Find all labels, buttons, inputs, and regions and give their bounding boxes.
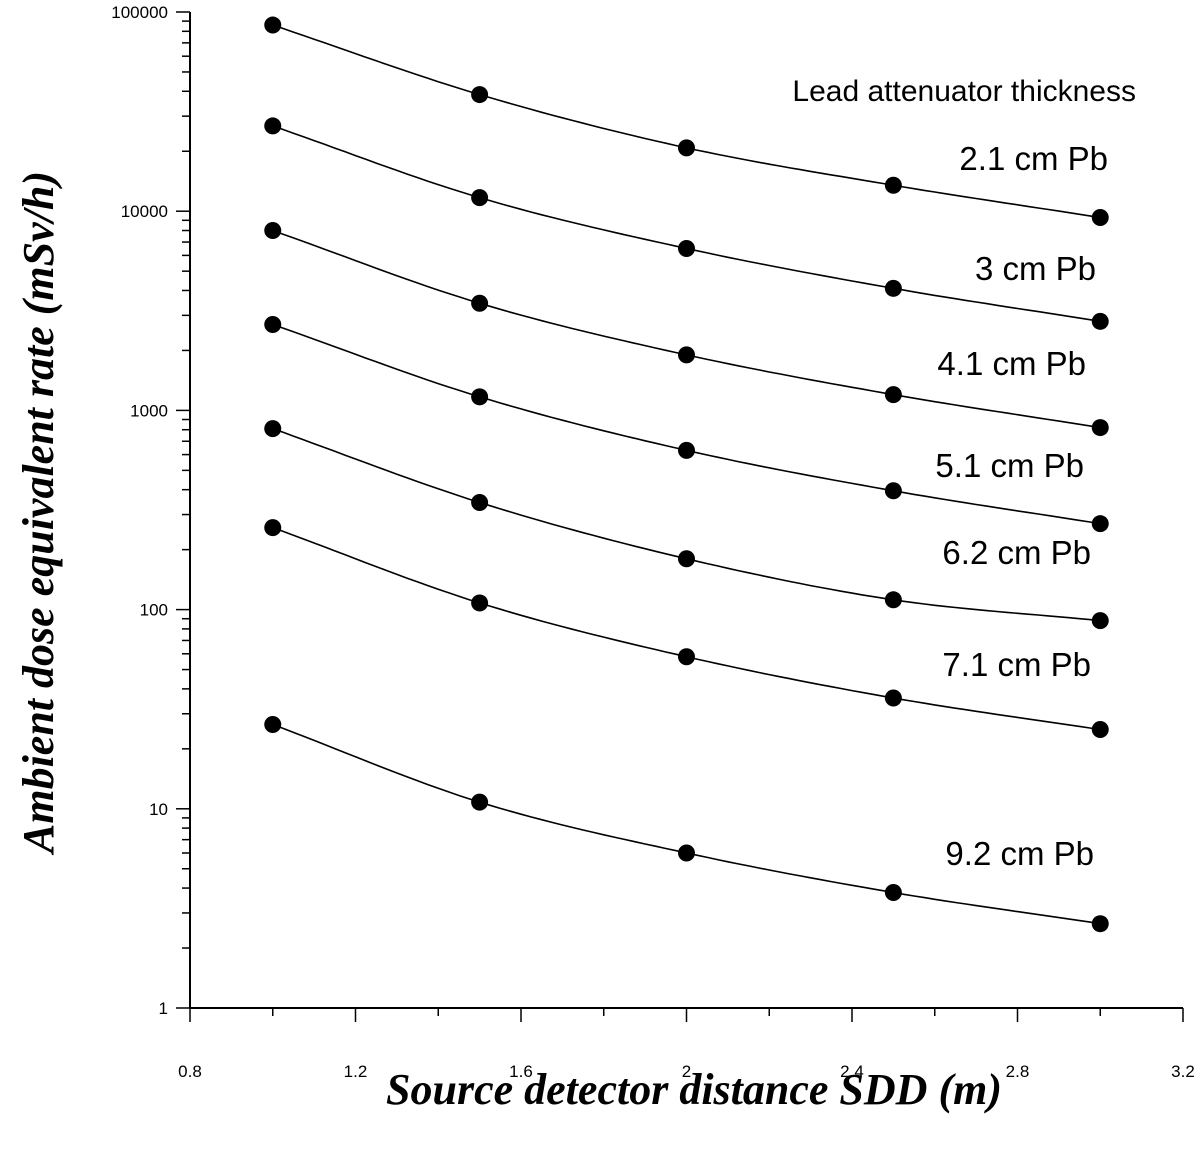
data-point	[264, 117, 282, 135]
data-point	[264, 16, 282, 34]
data-point	[884, 884, 902, 902]
x-tick-label: 2.4	[840, 1062, 864, 1081]
x-tick-label: 1.6	[509, 1062, 533, 1081]
data-point	[264, 420, 282, 438]
data-point	[1091, 208, 1109, 226]
data-point	[1091, 915, 1109, 933]
data-point	[264, 315, 282, 333]
y-tick-label: 100000	[111, 3, 168, 22]
data-point	[884, 386, 902, 404]
series-label: 2.1 cm Pb	[959, 140, 1108, 177]
data-point	[678, 139, 695, 157]
data-point	[678, 648, 695, 666]
axes: 1 10 100 1000 10000 100000 0.8 1.2 1.6 2 2.4 2.8 3.2	[111, 3, 1195, 1081]
series-label: 5.1 cm Pb	[935, 447, 1084, 484]
y-tick-label: 1	[159, 999, 168, 1018]
y-tick-label: 1000	[130, 401, 168, 420]
data-point	[471, 189, 489, 207]
data-point	[884, 689, 902, 707]
data-point	[1091, 515, 1109, 533]
series-label: 7.1 cm Pb	[942, 646, 1091, 683]
y-tick-label: 10	[149, 800, 168, 819]
x-tick-label: 1.2	[344, 1062, 368, 1081]
x-tick-label: 2	[682, 1062, 691, 1081]
data-point	[884, 482, 902, 500]
series-lines	[264, 16, 1109, 933]
data-point	[884, 279, 902, 297]
data-point	[264, 715, 282, 733]
data-point	[471, 86, 489, 104]
legend-title-annotation: Lead attenuator thickness	[792, 75, 1136, 108]
x-axis-title: Source detector distance SDD (m)	[386, 1065, 1002, 1114]
data-point	[471, 294, 489, 312]
data-point	[678, 550, 695, 568]
data-point	[1091, 721, 1109, 739]
data-point	[1091, 612, 1109, 630]
y-tick-label: 100	[140, 601, 168, 620]
series-line-1	[272, 24, 1101, 219]
y-tick-label: 10000	[121, 202, 168, 221]
x-tick-label: 0.8	[178, 1062, 202, 1081]
series-label: 6.2 cm Pb	[942, 534, 1091, 571]
series-line-7	[272, 723, 1101, 925]
data-point	[264, 519, 282, 537]
y-axis-title: Ambient dose equivalent rate (mSv/h)	[14, 171, 63, 856]
data-point	[678, 239, 695, 257]
data-point	[471, 493, 489, 511]
data-point	[678, 346, 695, 364]
data-point	[471, 793, 489, 811]
series-label: 4.1 cm Pb	[937, 345, 1086, 382]
data-point	[471, 388, 489, 406]
data-point	[1091, 419, 1109, 437]
data-point	[264, 222, 282, 240]
data-point	[678, 844, 695, 862]
x-tick-label: 3.2	[1171, 1062, 1195, 1081]
x-tick-label: 2.8	[1006, 1062, 1030, 1081]
data-point	[471, 594, 489, 612]
series-label: 3 cm Pb	[975, 250, 1096, 287]
series-labels: 2.1 cm Pb 3 cm Pb 4.1 cm Pb 5.1 cm Pb 6.2 cm…	[935, 140, 1108, 872]
data-point	[884, 176, 902, 194]
series-label: 9.2 cm Pb	[945, 835, 1094, 872]
data-point	[884, 591, 902, 609]
data-point	[678, 441, 695, 459]
data-point	[1091, 312, 1109, 330]
